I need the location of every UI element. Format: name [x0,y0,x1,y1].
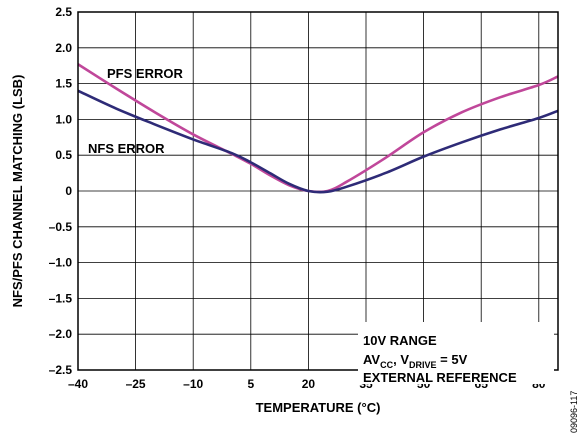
y-tick-label: 1.0 [55,112,72,126]
y-tick-label: –1.0 [49,256,73,270]
y-tick-label: 0.5 [55,148,72,162]
x-tick-label: –25 [126,377,146,391]
series-label-pfs: PFS ERROR [107,66,183,81]
series-line-nfs-error [77,89,559,194]
y-tick-label: –2.5 [49,363,73,377]
x-tick-label: –10 [183,377,203,391]
y-tick-label: –2.0 [49,327,73,341]
series-lines [77,63,559,194]
y-tick-label: –1.5 [49,291,73,305]
annotation-reference: EXTERNAL REFERENCE [363,370,517,385]
y-tick-label: –0.5 [49,220,73,234]
y-tick-label: 1.5 [55,77,72,91]
plot-frame [77,11,559,371]
y-axis-title: NFS/PFS CHANNEL MATCHING (LSB) [10,75,25,308]
figure-code: 09096-117 [569,391,579,433]
y-tick-label: 2.0 [55,41,72,55]
y-tick-label: 0 [65,184,72,198]
x-tick-label: –40 [68,377,88,391]
x-tick-label: 20 [302,377,316,391]
x-tick-label: 5 [247,377,254,391]
annotation-supply: AVCC, VDRIVE = 5V [363,352,468,370]
annotation-range: 10V RANGE [363,333,437,348]
x-axis-title: TEMPERATURE (°C) [256,400,381,415]
y-ticks: 2.5 2.0 1.5 1.0 0.5 0 –0.5 –1.0 –1.5 –2.0 –2.5 [49,5,73,377]
annotation-box-background [358,322,554,384]
series-label-nfs: NFS ERROR [88,141,165,156]
y-tick-label: 2.5 [55,5,72,19]
